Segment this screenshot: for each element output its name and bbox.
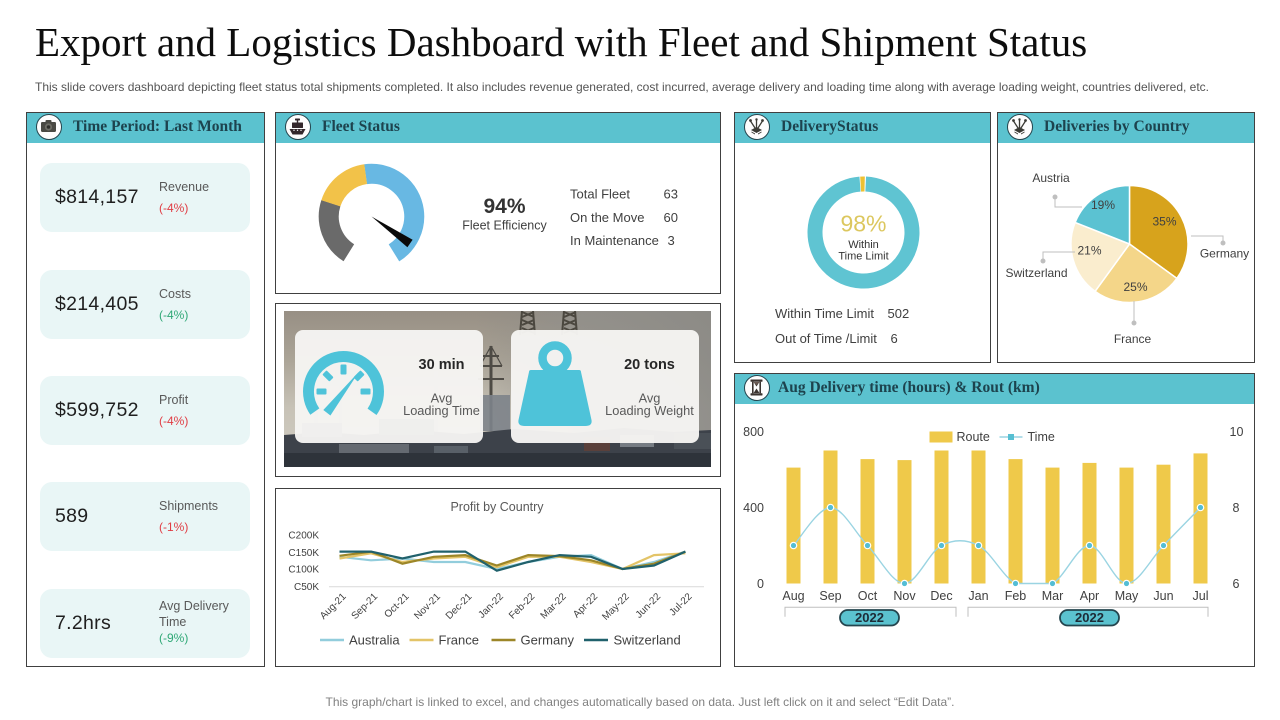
svg-text:May: May	[1115, 589, 1139, 603]
svg-text:400: 400	[743, 501, 764, 515]
svg-text:Dec: Dec	[930, 589, 952, 603]
svg-text:Apr: Apr	[1080, 589, 1099, 603]
svg-text:C150K: C150K	[288, 548, 319, 559]
svg-text:C200K: C200K	[288, 530, 319, 541]
svg-text:2022: 2022	[855, 610, 884, 625]
svg-text:Fleet Efficiency: Fleet Efficiency	[462, 219, 547, 233]
svg-text:Avg: Avg	[431, 390, 453, 405]
svg-text:Austria: Austria	[1032, 171, 1070, 185]
svg-text:C50K: C50K	[294, 582, 319, 593]
svg-text:2022: 2022	[1075, 610, 1104, 625]
svg-text:Sep: Sep	[819, 589, 841, 603]
svg-text:19%: 19%	[1091, 198, 1115, 212]
svg-text:0: 0	[757, 577, 764, 591]
svg-text:In Maintenance: In Maintenance	[570, 233, 659, 248]
svg-text:Dec-21: Dec-21	[444, 591, 475, 622]
svg-text:Nov: Nov	[893, 589, 916, 603]
svg-text:Out of Time /Limit: Out of Time /Limit	[775, 331, 877, 346]
svg-text:Within: Within	[848, 239, 879, 251]
svg-text:Time Limit: Time Limit	[838, 251, 888, 263]
svg-text:Time: Time	[1028, 430, 1055, 444]
svg-text:May-22: May-22	[600, 591, 632, 623]
svg-text:502: 502	[888, 306, 910, 321]
svg-text:Germany: Germany	[1200, 247, 1249, 261]
svg-text:France: France	[1114, 332, 1152, 346]
svg-text:60: 60	[664, 210, 678, 225]
svg-text:France: France	[439, 633, 479, 648]
svg-text:Jun: Jun	[1153, 589, 1173, 603]
svg-text:Feb: Feb	[1005, 589, 1027, 603]
svg-text:Switzerland: Switzerland	[1005, 266, 1067, 280]
svg-text:63: 63	[664, 187, 678, 202]
svg-text:Loading Weight: Loading Weight	[605, 403, 694, 418]
svg-text:Oct-21: Oct-21	[383, 591, 412, 620]
svg-text:Jul: Jul	[1193, 589, 1209, 603]
svg-text:Route: Route	[957, 430, 990, 444]
svg-text:20 tons: 20 tons	[624, 357, 675, 373]
svg-text:10: 10	[1230, 425, 1244, 439]
svg-text:6: 6	[891, 331, 898, 346]
svg-text:Switzerland: Switzerland	[614, 633, 681, 648]
svg-text:Apr-22: Apr-22	[571, 591, 600, 620]
svg-text:Jun-22: Jun-22	[634, 591, 664, 621]
svg-text:Profit by Country: Profit by Country	[450, 500, 544, 514]
svg-text:Loading Time: Loading Time	[403, 403, 480, 418]
svg-text:35%: 35%	[1152, 215, 1176, 229]
svg-text:Sep-21: Sep-21	[350, 591, 381, 622]
svg-text:Australia: Australia	[349, 633, 400, 648]
svg-text:Avg: Avg	[639, 390, 661, 405]
svg-text:Jan: Jan	[968, 589, 988, 603]
svg-text:8: 8	[1233, 501, 1240, 515]
svg-text:3: 3	[668, 233, 675, 248]
svg-text:6: 6	[1233, 577, 1240, 591]
svg-text:Nov-21: Nov-21	[412, 591, 443, 622]
svg-text:Mar-22: Mar-22	[539, 591, 569, 621]
svg-text:Within Time Limit: Within Time Limit	[775, 306, 874, 321]
svg-text:Jul-22: Jul-22	[667, 591, 694, 618]
svg-text:Total Fleet: Total Fleet	[570, 187, 630, 202]
svg-text:Germany: Germany	[521, 633, 575, 648]
svg-text:Aug-21: Aug-21	[318, 591, 349, 622]
svg-text:30 min: 30 min	[419, 357, 465, 373]
svg-text:Mar: Mar	[1042, 589, 1064, 603]
svg-text:C100K: C100K	[288, 564, 319, 575]
svg-text:25%: 25%	[1123, 280, 1147, 294]
svg-text:98%: 98%	[840, 211, 886, 237]
svg-text:800: 800	[743, 425, 764, 439]
svg-text:Oct: Oct	[858, 589, 878, 603]
svg-text:Feb-22: Feb-22	[507, 591, 537, 621]
svg-text:Aug: Aug	[782, 589, 804, 603]
svg-text:94%: 94%	[483, 195, 525, 218]
svg-text:On the Move: On the Move	[570, 210, 644, 225]
svg-text:Jan-22: Jan-22	[477, 591, 507, 621]
svg-text:21%: 21%	[1077, 244, 1101, 258]
